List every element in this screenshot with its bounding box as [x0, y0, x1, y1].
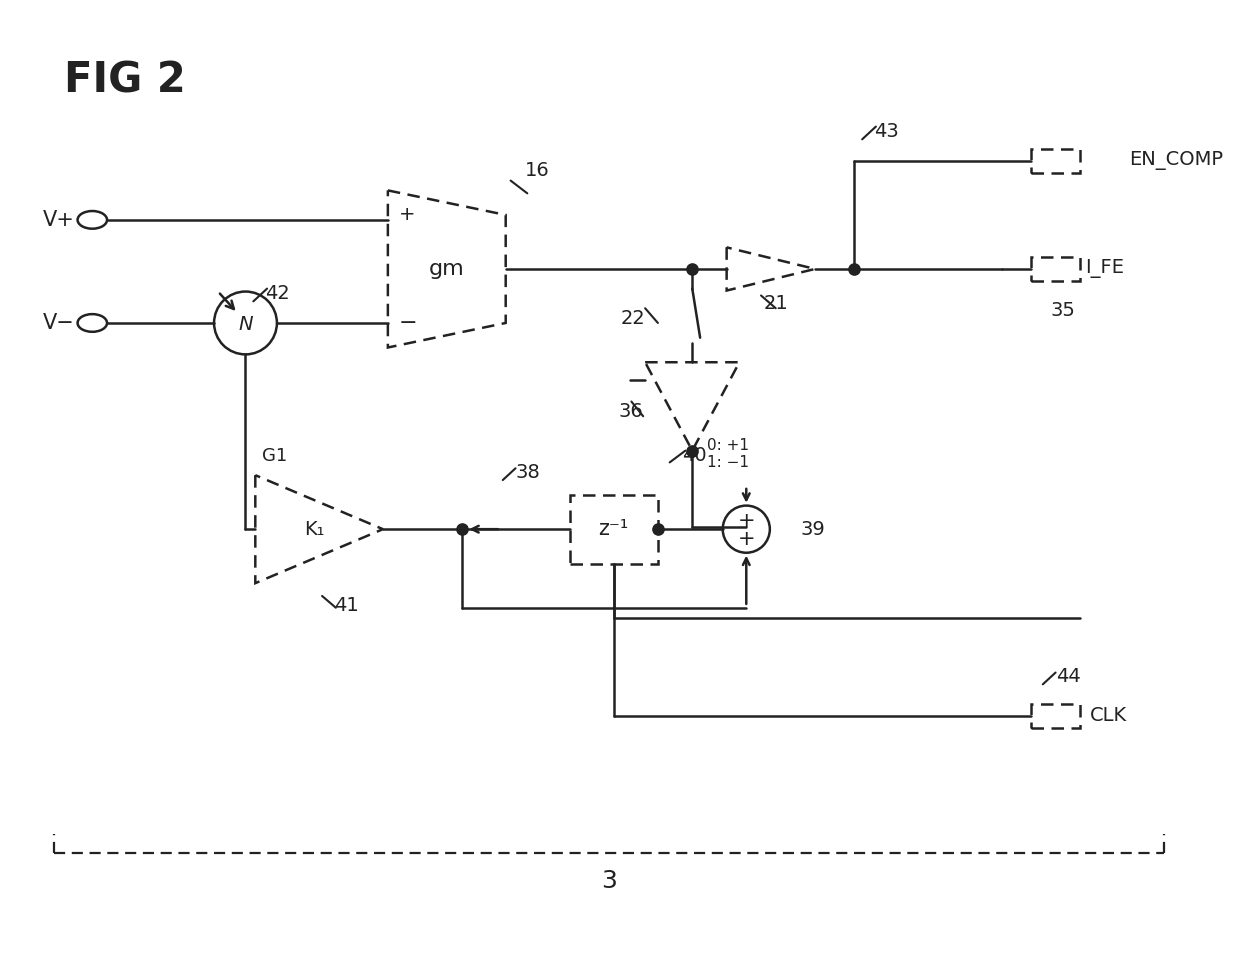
Text: +: +	[737, 511, 755, 531]
Text: V+: V+	[43, 210, 74, 229]
Text: 35: 35	[1051, 301, 1075, 319]
Text: V−: V−	[43, 313, 74, 333]
Text: 0: +1: 0: +1	[707, 439, 750, 453]
Text: 40: 40	[683, 446, 707, 465]
Text: N: N	[238, 316, 253, 334]
Text: gm: gm	[429, 259, 465, 279]
Text: −: −	[398, 313, 416, 333]
Text: z⁻¹: z⁻¹	[598, 519, 629, 539]
Text: 21: 21	[763, 294, 788, 313]
Text: 36: 36	[618, 402, 643, 421]
Text: 41: 41	[333, 596, 358, 616]
Text: +: +	[737, 529, 755, 549]
Text: I_FE: I_FE	[1085, 259, 1124, 279]
Text: 42: 42	[265, 284, 290, 303]
Text: 38: 38	[515, 463, 540, 482]
Text: 44: 44	[1056, 667, 1080, 686]
Text: 43: 43	[873, 122, 898, 141]
Text: FIG 2: FIG 2	[64, 60, 186, 102]
Text: CLK: CLK	[1090, 707, 1127, 725]
Text: K₁: K₁	[304, 520, 325, 538]
Text: G1: G1	[263, 446, 287, 465]
Text: 16: 16	[525, 162, 550, 180]
Text: 1: −1: 1: −1	[707, 455, 750, 469]
Text: 3: 3	[601, 868, 617, 892]
Text: 22: 22	[621, 309, 646, 327]
Text: EN_COMP: EN_COMP	[1129, 151, 1223, 170]
Text: 39: 39	[800, 520, 825, 538]
Text: +: +	[399, 205, 416, 225]
